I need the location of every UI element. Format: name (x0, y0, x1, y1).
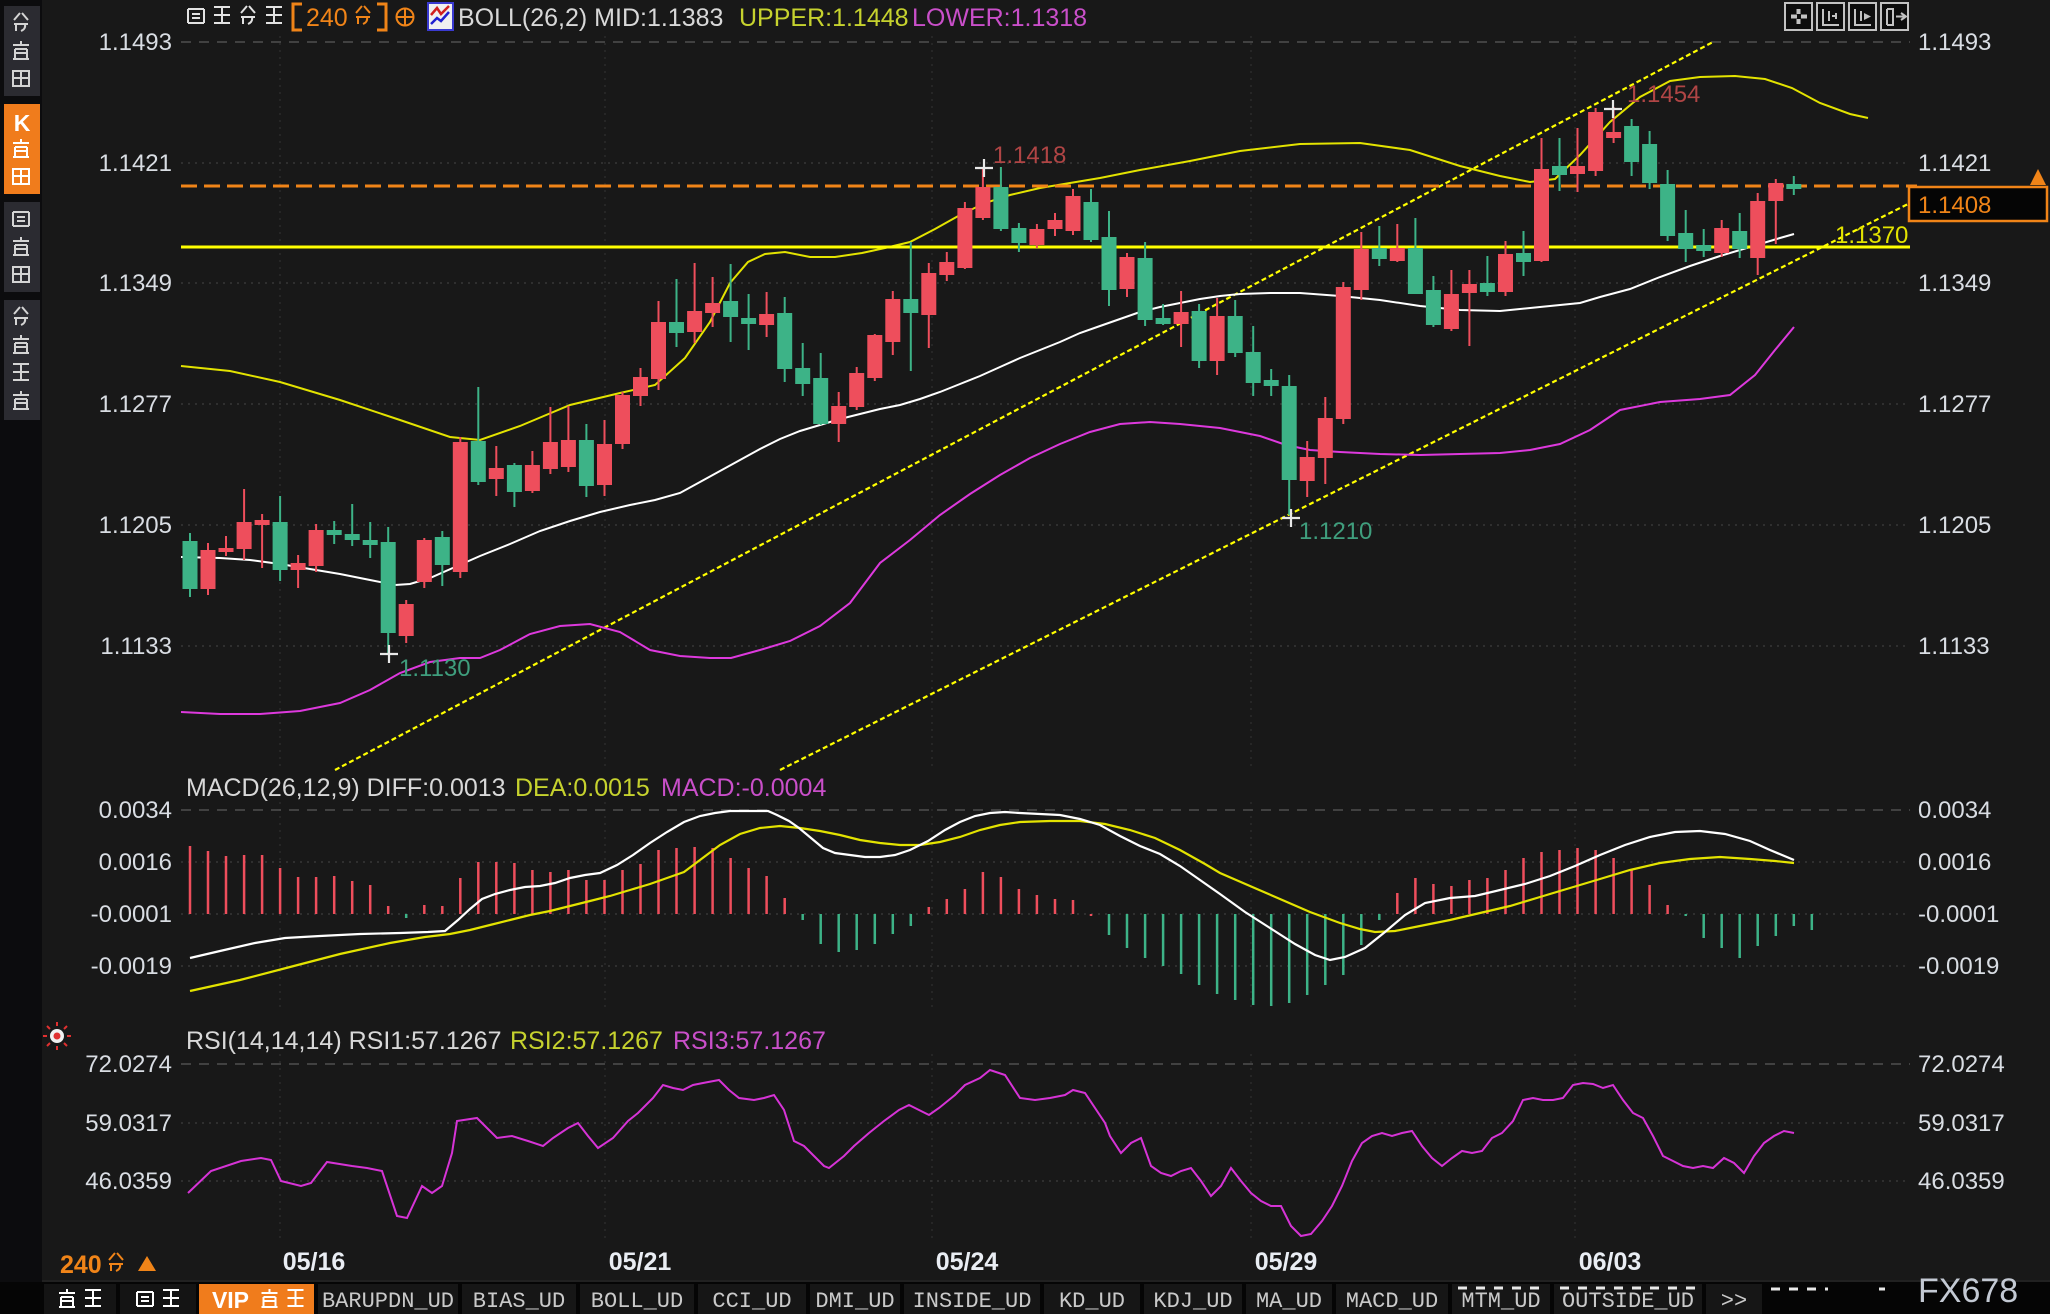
svg-text:1.1277: 1.1277 (99, 391, 172, 418)
svg-text:-0.0001: -0.0001 (91, 901, 172, 928)
svg-text:1.1210: 1.1210 (1299, 518, 1372, 545)
svg-text:1.1205: 1.1205 (99, 512, 172, 539)
svg-text:LOWER:1.1318: LOWER:1.1318 (912, 4, 1087, 32)
svg-text:-0.0001: -0.0001 (1918, 901, 1999, 928)
svg-text:DEA:0.0015: DEA:0.0015 (515, 774, 650, 802)
svg-text:BOLL_UD: BOLL_UD (591, 1289, 683, 1314)
svg-text:UPPER:1.1448: UPPER:1.1448 (739, 4, 909, 32)
svg-text:1.1370: 1.1370 (1835, 222, 1908, 249)
svg-text:1.1130: 1.1130 (399, 655, 471, 682)
svg-text:1.1493: 1.1493 (1918, 29, 1991, 56)
svg-text:1.1277: 1.1277 (1918, 391, 1991, 418)
svg-text:05/16: 05/16 (283, 1248, 346, 1276)
svg-text:RSI3:57.1267: RSI3:57.1267 (673, 1027, 826, 1055)
svg-text:-0.0019: -0.0019 (1918, 953, 1999, 980)
svg-text:72.0274: 72.0274 (1918, 1051, 2005, 1078)
svg-text:-0.0019: -0.0019 (91, 953, 172, 980)
svg-text:OUTSIDE_UD: OUTSIDE_UD (1562, 1289, 1694, 1314)
svg-text:MTM_UD: MTM_UD (1461, 1289, 1540, 1314)
svg-text:05/24: 05/24 (936, 1248, 999, 1276)
svg-text:1.1205: 1.1205 (1918, 512, 1991, 539)
svg-text:1.1408: 1.1408 (1918, 192, 1991, 219)
svg-text:1.1418: 1.1418 (993, 142, 1066, 169)
svg-text:MA_UD: MA_UD (1256, 1289, 1322, 1314)
svg-text:59.0317: 59.0317 (1918, 1110, 2005, 1137)
svg-text:INSIDE_UD: INSIDE_UD (913, 1289, 1032, 1314)
svg-text:1.1133: 1.1133 (1918, 633, 1990, 660)
svg-text:MACD_UD: MACD_UD (1346, 1289, 1438, 1314)
svg-text:1.1133: 1.1133 (100, 633, 172, 660)
svg-text:1.1454: 1.1454 (1627, 81, 1700, 108)
svg-text:MACD(26,12,9) DIFF:0.0013: MACD(26,12,9) DIFF:0.0013 (186, 774, 506, 802)
svg-text:KDJ_UD: KDJ_UD (1153, 1289, 1232, 1314)
svg-text:1.1421: 1.1421 (99, 150, 172, 177)
svg-text:05/29: 05/29 (1255, 1248, 1318, 1276)
svg-text:FX678: FX678 (1918, 1272, 2018, 1310)
svg-text:0.0016: 0.0016 (99, 849, 172, 876)
svg-text:1.1349: 1.1349 (99, 270, 172, 297)
svg-text:RSI(14,14,14) RSI1:57.1267: RSI(14,14,14) RSI1:57.1267 (186, 1027, 501, 1055)
svg-text:BOLL(26,2) MID:1.1383: BOLL(26,2) MID:1.1383 (458, 4, 723, 32)
svg-text:240: 240 (306, 4, 348, 32)
svg-text:0.0016: 0.0016 (1918, 849, 1991, 876)
svg-text:1.1421: 1.1421 (1918, 150, 1991, 177)
svg-text:RSI2:57.1267: RSI2:57.1267 (510, 1027, 663, 1055)
svg-text:0.0034: 0.0034 (99, 797, 172, 824)
svg-text:72.0274: 72.0274 (85, 1051, 172, 1078)
svg-text:DMI_UD: DMI_UD (815, 1289, 894, 1314)
svg-text:BIAS_UD: BIAS_UD (473, 1289, 565, 1314)
svg-text:BARUPDN_UD: BARUPDN_UD (322, 1289, 454, 1314)
svg-text:46.0359: 46.0359 (1918, 1168, 2005, 1195)
svg-text:59.0317: 59.0317 (85, 1110, 172, 1137)
svg-text:05/21: 05/21 (609, 1248, 672, 1276)
svg-text:06/03: 06/03 (1579, 1248, 1642, 1276)
svg-text:KD_UD: KD_UD (1059, 1289, 1125, 1314)
svg-text:VIP: VIP (212, 1287, 249, 1313)
svg-text:MACD:-0.0004: MACD:-0.0004 (661, 774, 826, 802)
svg-text:46.0359: 46.0359 (85, 1168, 172, 1195)
svg-text:K: K (14, 110, 31, 136)
svg-text:>>: >> (1721, 1289, 1747, 1314)
svg-text:0.0034: 0.0034 (1918, 797, 1991, 824)
svg-text:CCI_UD: CCI_UD (712, 1289, 791, 1314)
svg-text:1.1493: 1.1493 (99, 29, 172, 56)
svg-text:1.1349: 1.1349 (1918, 270, 1991, 297)
svg-text:240: 240 (60, 1251, 102, 1279)
